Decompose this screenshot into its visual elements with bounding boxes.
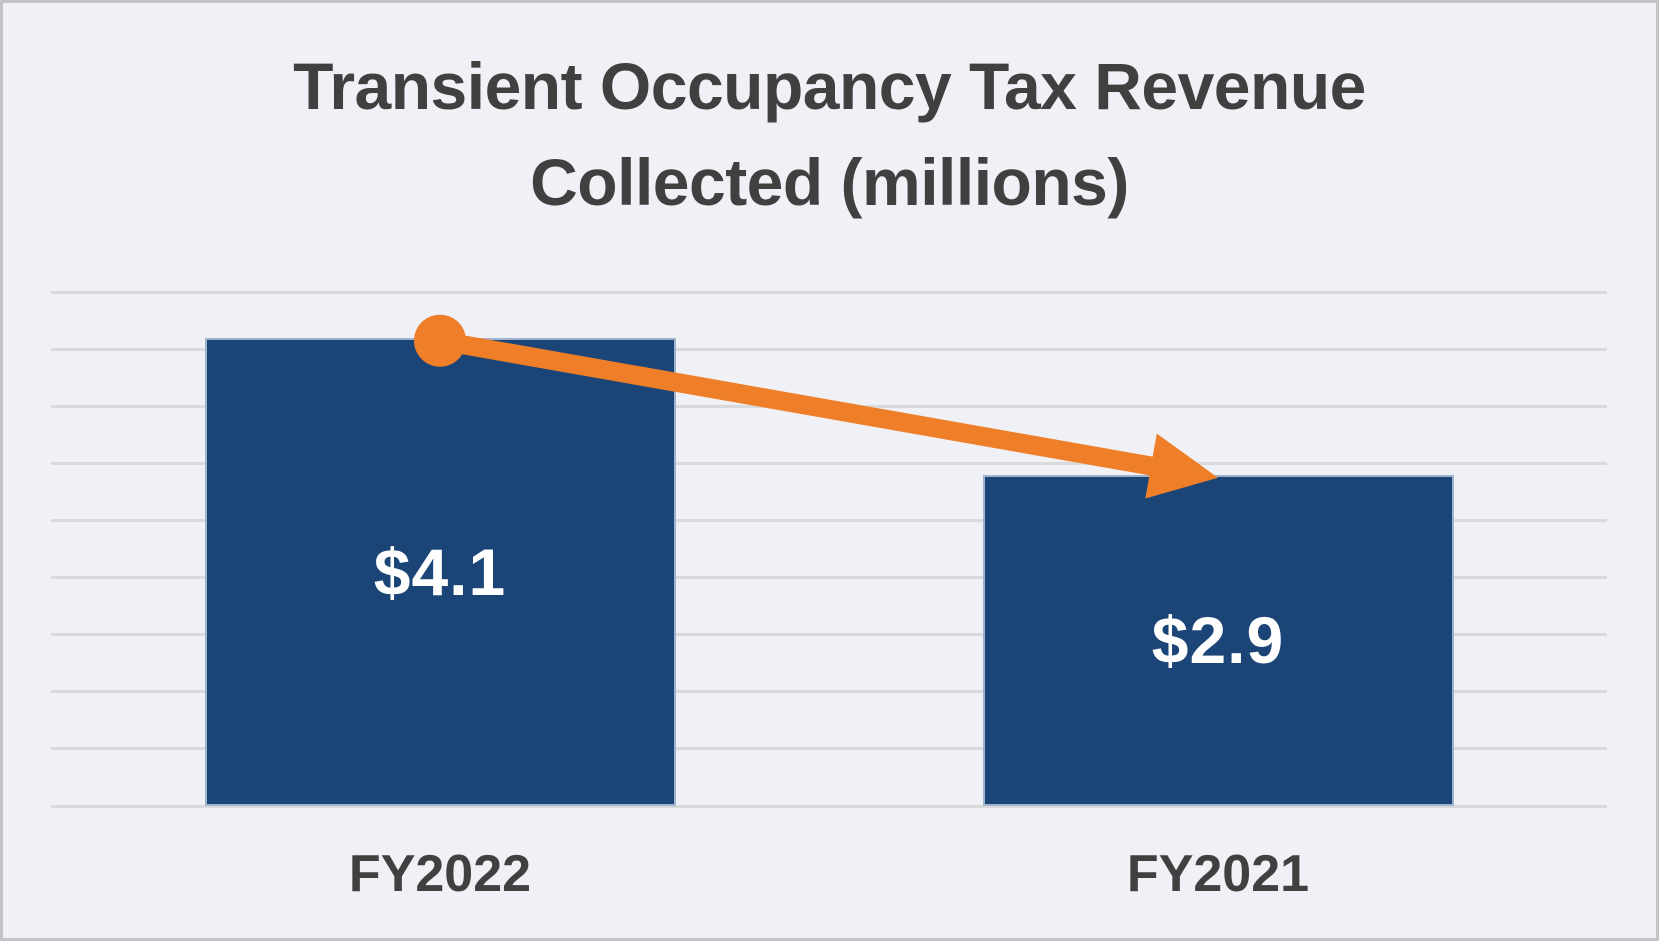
bar-fy2021: $2.9 <box>982 474 1454 806</box>
chart-title: Transient Occupancy Tax Revenue Collecte… <box>3 39 1656 230</box>
chart-title-line-1: Transient Occupancy Tax Revenue <box>293 49 1366 123</box>
gridline <box>51 747 1607 751</box>
gridline <box>51 633 1607 637</box>
gridline <box>51 518 1607 522</box>
bar-fy2022: $4.1 <box>204 337 676 806</box>
x-axis-label-fy2021: FY2021 <box>1126 845 1310 903</box>
x-axis-label-fy2022: FY2022 <box>348 845 532 903</box>
gridline <box>51 290 1607 294</box>
bar-value-label-fy2022: $4.1 <box>373 534 507 609</box>
gridline <box>51 576 1607 580</box>
gridline <box>51 690 1607 694</box>
plot-area: $4.1 FY2022 $2.9 FY2021 <box>3 3 1656 938</box>
chart-title-line-2: Collected (millions) <box>530 144 1129 219</box>
bar-value-label-fy2021: $2.9 <box>1151 603 1285 678</box>
gridline <box>51 804 1607 808</box>
